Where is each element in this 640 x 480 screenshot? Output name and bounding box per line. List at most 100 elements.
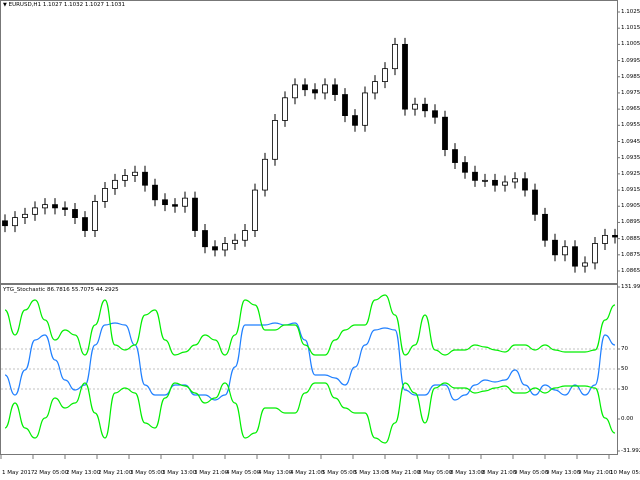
bull-candle <box>22 213 28 218</box>
bull-candle <box>502 181 508 186</box>
bear-candle <box>552 239 558 256</box>
bull-candle <box>392 43 398 70</box>
bull-candle <box>42 204 48 209</box>
price-label: 1.1015 <box>621 25 640 32</box>
price-label: 1.0885 <box>621 235 640 242</box>
bear-candle <box>212 246 218 251</box>
bear-candle <box>572 246 578 267</box>
time-label: 2 May 13:00 <box>66 470 101 476</box>
indicator-axis-label: 0.00 <box>621 416 634 422</box>
bull-candle <box>12 217 18 227</box>
bull-candle <box>122 175 128 181</box>
bull-candle <box>482 179 488 182</box>
bull-candle <box>272 120 278 160</box>
price-label: 1.0985 <box>621 73 640 80</box>
bull-candle <box>602 234 608 244</box>
price-label: 1.0955 <box>621 122 640 129</box>
time-label: 5 May 13:00 <box>354 470 389 476</box>
time-label: 8 May 13:00 <box>450 470 485 476</box>
bull-candle <box>372 81 378 94</box>
indicator-axis-label: 50 <box>621 366 628 372</box>
time-label: 9 May 13:00 <box>546 470 581 476</box>
price-label: 1.0905 <box>621 203 640 210</box>
bull-candle <box>382 68 388 83</box>
bear-candle <box>2 220 8 227</box>
bear-candle <box>332 84 338 95</box>
time-label: 1 May 2017 <box>2 470 35 476</box>
time-label: 10 May 05:00 <box>610 470 640 476</box>
price-label: 1.0945 <box>621 138 640 145</box>
triangle-down-icon[interactable]: ▼ <box>3 2 7 8</box>
bear-candle <box>302 84 308 91</box>
time-label: 2 May 21:00 <box>98 470 133 476</box>
price-label: 1.1005 <box>621 41 640 48</box>
bull-candle <box>112 179 118 189</box>
bear-candle <box>432 110 438 118</box>
bull-candle <box>592 243 598 264</box>
bull-candle <box>102 188 108 202</box>
price-label: 1.0965 <box>621 106 640 113</box>
bear-candle <box>342 94 348 117</box>
price-label: 1.1025 <box>621 9 640 15</box>
indicator-axis-label: -31.992 <box>621 448 640 454</box>
bull-candle <box>362 92 368 126</box>
price-label: 1.0935 <box>621 154 640 161</box>
time-label: 9 May 05:00 <box>514 470 549 476</box>
price-label: 1.0915 <box>621 187 640 194</box>
bear-candle <box>472 171 478 181</box>
bear-candle <box>152 184 158 201</box>
bull-candle <box>132 171 138 176</box>
time-label: 3 May 05:00 <box>130 470 165 476</box>
bull-candle <box>322 84 328 94</box>
bear-candle <box>532 189 538 215</box>
time-label: 9 May 21:00 <box>578 470 613 476</box>
indicator-label: YTG_Stochastic 86.7816 55.7075 44.2925 <box>3 287 119 293</box>
bear-candle <box>202 230 208 248</box>
bull-candle <box>222 243 228 251</box>
bear-candle <box>462 162 468 173</box>
time-label: 3 May 13:00 <box>162 470 197 476</box>
time-label: 2 May 05:00 <box>34 470 69 476</box>
bear-candle <box>72 209 78 218</box>
bull-candle <box>282 97 288 121</box>
price-label: 1.0975 <box>621 89 640 96</box>
bear-candle <box>522 178 528 191</box>
price-chart-panel[interactable] <box>0 0 618 284</box>
price-label: 1.0995 <box>621 57 640 64</box>
bear-candle <box>312 89 318 94</box>
bear-candle <box>492 179 498 186</box>
lower-band-line <box>4 382 616 444</box>
time-label: 5 May 05:00 <box>322 470 357 476</box>
bull-candle <box>252 189 258 231</box>
bear-candle <box>52 204 58 209</box>
time-label: 5 May 21:00 <box>386 470 421 476</box>
bull-candle <box>562 246 568 256</box>
ohlc-values: 1.1027 1.1032 1.1027 1.1031 <box>42 2 126 8</box>
bull-candle <box>92 200 98 231</box>
bear-candle <box>542 213 548 241</box>
bear-candle <box>162 199 168 206</box>
indicator-axis-label: 30 <box>621 386 628 392</box>
bear-candle <box>82 217 88 231</box>
bear-candle <box>142 171 148 186</box>
indicator-axis-label: 131.992 <box>621 284 640 290</box>
time-label: 8 May 21:00 <box>482 470 517 476</box>
bear-candle <box>172 204 178 207</box>
bear-candle <box>402 43 408 110</box>
symbol-label: EURUSD,H1 <box>8 2 42 8</box>
time-label: 4 May 05:00 <box>226 470 261 476</box>
indicator-axis-label: 70 <box>621 345 628 352</box>
time-label: 3 May 21:00 <box>194 470 229 476</box>
time-label: 4 May 13:00 <box>258 470 293 476</box>
bear-candle <box>352 115 358 126</box>
bear-candle <box>422 103 428 112</box>
bull-candle <box>32 207 38 215</box>
upper-band-line <box>4 294 616 356</box>
time-label: 8 May 05:00 <box>418 470 453 476</box>
time-label: 4 May 21:00 <box>290 470 325 476</box>
bull-candle <box>412 103 418 110</box>
chart-header: ▼ EURUSD,H1 1.1027 1.1032 1.1027 1.1031 <box>3 2 125 8</box>
bull-candle <box>262 158 268 191</box>
price-label: 1.0875 <box>621 251 640 258</box>
